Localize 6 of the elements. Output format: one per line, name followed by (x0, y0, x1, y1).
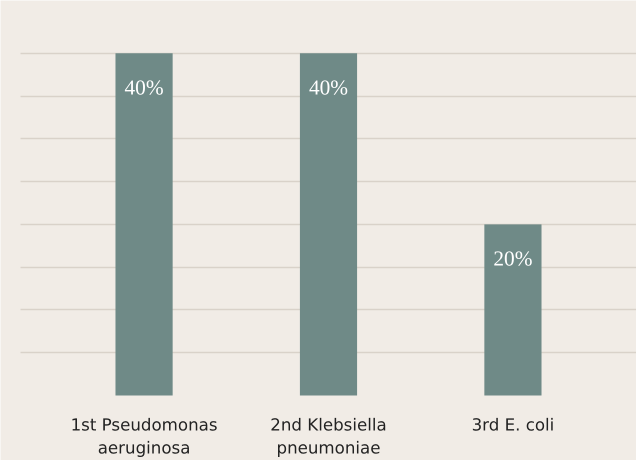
data-label: 20% (493, 246, 533, 270)
data-label: 40% (124, 75, 164, 100)
x-tick-label: 3rd E. coli (472, 416, 554, 434)
x-tick-label: 1st Pseudomonas aeruginosa (70, 416, 218, 458)
x-tick-label: 2nd Klebsiella pneumoniae (270, 416, 387, 458)
data-label: 40% (308, 75, 348, 100)
